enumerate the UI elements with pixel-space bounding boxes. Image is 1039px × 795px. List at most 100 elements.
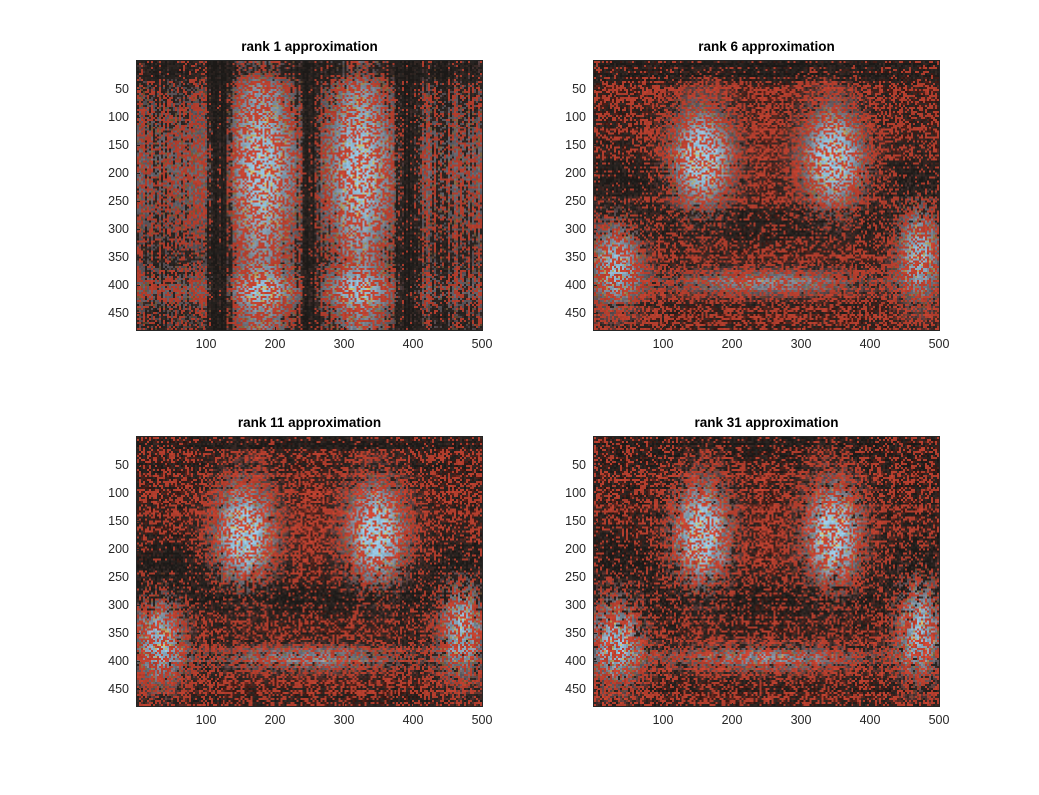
y-tick-mark bbox=[137, 632, 140, 634]
subplot-rank-1: rank 1 approximation 100 200 300 400 500 50 10… bbox=[0, 0, 520, 400]
y-tick-label: 350 bbox=[565, 250, 586, 265]
y-tick-mark bbox=[594, 520, 597, 522]
y-tick-mark bbox=[594, 548, 597, 550]
y-tick-mark bbox=[137, 520, 140, 522]
y-tick-label: 100 bbox=[108, 486, 129, 501]
y-tick-label: 450 bbox=[565, 682, 586, 697]
y-tick-mark bbox=[594, 116, 597, 118]
x-tick-mark bbox=[662, 703, 664, 706]
x-tick-label: 300 bbox=[333, 713, 355, 727]
image-layer bbox=[137, 61, 482, 330]
approximation-image bbox=[137, 61, 482, 330]
y-tick-mark bbox=[137, 144, 140, 146]
plot-title: rank 31 approximation bbox=[694, 415, 839, 430]
y-tick-mark bbox=[594, 200, 597, 202]
y-tick-label: 350 bbox=[108, 250, 129, 265]
x-tick-mark bbox=[274, 703, 276, 706]
y-tick-label: 150 bbox=[108, 514, 129, 529]
y-tick-mark bbox=[594, 576, 597, 578]
x-tick-label: 400 bbox=[859, 713, 881, 727]
y-tick-label: 150 bbox=[565, 138, 586, 153]
y-tick-label: 400 bbox=[565, 278, 586, 293]
x-tick-label: 200 bbox=[264, 337, 286, 351]
x-tick-mark bbox=[938, 327, 940, 330]
y-tick-mark bbox=[137, 688, 140, 690]
y-tick-label: 250 bbox=[565, 194, 586, 209]
y-tick-mark bbox=[137, 88, 140, 90]
x-tick-mark bbox=[205, 327, 207, 330]
approximation-image bbox=[594, 437, 939, 706]
x-tick-label: 100 bbox=[195, 713, 217, 727]
axes: 100 200 300 400 500 50 100 150 200 250 300 350 400 45… bbox=[565, 60, 949, 351]
x-tick-label: 300 bbox=[790, 713, 812, 727]
y-tick-label: 400 bbox=[108, 278, 129, 293]
y-tick-label: 50 bbox=[115, 458, 129, 473]
y-tick-mark bbox=[137, 200, 140, 202]
y-tick-label: 250 bbox=[108, 194, 129, 209]
x-tick-label: 100 bbox=[195, 337, 217, 351]
subplot-rank-6: rank 6 approximation 100 200 300 400 500 50 10… bbox=[565, 39, 949, 351]
x-tick-label: 300 bbox=[333, 337, 355, 351]
y-tick-label: 450 bbox=[108, 306, 129, 321]
y-tick-mark bbox=[137, 492, 140, 494]
y-tick-label: 250 bbox=[565, 570, 586, 585]
axes: 100 200 300 400 500 50 100 150 200 250 300 350 400 45… bbox=[565, 436, 949, 727]
x-tick-mark bbox=[662, 327, 664, 330]
y-tick-label: 200 bbox=[565, 542, 586, 557]
y-tick-mark bbox=[594, 492, 597, 494]
approximation-image bbox=[137, 437, 482, 706]
x-tick-label: 200 bbox=[721, 713, 743, 727]
y-tick-mark bbox=[594, 172, 597, 174]
y-tick-mark bbox=[594, 660, 597, 662]
x-tick-mark bbox=[731, 703, 733, 706]
x-tick-label: 400 bbox=[402, 337, 424, 351]
y-tick-mark bbox=[594, 604, 597, 606]
y-tick-mark bbox=[137, 464, 140, 466]
x-tick-label: 500 bbox=[928, 337, 950, 351]
y-tick-label: 300 bbox=[565, 222, 586, 237]
y-tick-mark bbox=[594, 144, 597, 146]
y-tick-label: 200 bbox=[565, 166, 586, 181]
x-tick-label: 100 bbox=[652, 713, 674, 727]
x-tick-mark bbox=[205, 703, 207, 706]
x-tick-mark bbox=[800, 327, 802, 330]
image-layer bbox=[594, 61, 939, 330]
x-tick-mark bbox=[274, 327, 276, 330]
y-tick-label: 250 bbox=[108, 570, 129, 585]
y-tick-label: 50 bbox=[572, 458, 586, 473]
x-tick-mark bbox=[412, 327, 414, 330]
x-tick-mark bbox=[481, 327, 483, 330]
y-tick-label: 450 bbox=[108, 682, 129, 697]
y-tick-label: 300 bbox=[108, 222, 129, 237]
y-tick-mark bbox=[137, 256, 140, 258]
image-layer bbox=[594, 437, 939, 706]
y-tick-mark bbox=[137, 284, 140, 286]
y-tick-label: 200 bbox=[108, 166, 129, 181]
y-tick-mark bbox=[137, 576, 140, 578]
y-tick-mark bbox=[137, 548, 140, 550]
x-tick-mark bbox=[869, 327, 871, 330]
y-tick-mark bbox=[137, 660, 140, 662]
y-tick-mark bbox=[594, 632, 597, 634]
x-tick-label: 300 bbox=[790, 337, 812, 351]
x-tick-label: 500 bbox=[471, 337, 493, 351]
x-tick-mark bbox=[731, 327, 733, 330]
x-tick-label: 200 bbox=[264, 713, 286, 727]
plot-title: rank 11 approximation bbox=[237, 415, 382, 430]
y-tick-mark bbox=[137, 312, 140, 314]
y-tick-label: 350 bbox=[565, 626, 586, 641]
y-tick-label: 400 bbox=[108, 654, 129, 669]
y-tick-mark bbox=[594, 312, 597, 314]
x-tick-label: 400 bbox=[859, 337, 881, 351]
x-tick-label: 100 bbox=[652, 337, 674, 351]
plot-title: rank 1 approximation bbox=[241, 39, 378, 54]
y-tick-label: 350 bbox=[108, 626, 129, 641]
y-tick-label: 150 bbox=[108, 138, 129, 153]
axes: 100 200 300 400 500 50 100 150 200 250 300 350 400 45… bbox=[108, 60, 492, 351]
y-tick-label: 100 bbox=[565, 110, 586, 125]
y-tick-mark bbox=[594, 256, 597, 258]
y-tick-label: 450 bbox=[565, 306, 586, 321]
subplot-rank-11: rank 11 approximation 100 200 300 400 500 50 1… bbox=[108, 415, 492, 727]
